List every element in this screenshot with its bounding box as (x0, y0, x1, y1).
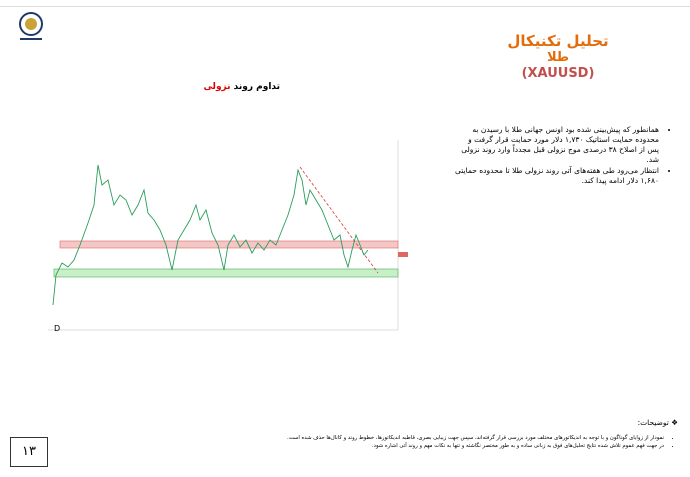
caption-highlight: نزولی (203, 82, 231, 92)
chart-caption: تداوم روند نزولی (180, 82, 280, 92)
bullets: همانطور که پیش‌بینی شده بود اونس جهانی ط… (455, 125, 673, 186)
notes-title: ❖ توضیحات: (637, 418, 678, 427)
price-tag (398, 252, 408, 257)
bullet: همانطور که پیش‌بینی شده بود اونس جهانی ط… (455, 125, 659, 166)
price-line (52, 164, 369, 306)
page-number: ۱۳ (10, 437, 48, 467)
symbol: (XAUUSD) (521, 66, 595, 81)
chart-bg (48, 135, 408, 340)
resistance-zone (59, 240, 399, 249)
logo (19, 12, 43, 40)
notes: نمودار از زوایای گوناگون و با توجه به ان… (230, 435, 678, 451)
trend-line (299, 166, 379, 274)
timeframe: D (54, 324, 60, 333)
bullet: انتظار می‌رود طی هفته‌های آتی روند نزولی… (455, 166, 659, 186)
support-zone (53, 268, 399, 278)
title: تحلیل تکنیکال (507, 32, 609, 50)
caption-text: تداوم روند (233, 82, 280, 92)
subtitle: طلا (546, 50, 570, 65)
note: در جهت فهم عموم تلاش شده نتایج تحلیل‌های… (230, 443, 664, 451)
notes-title-text: توضیحات: (637, 418, 669, 427)
top-rule (0, 6, 690, 7)
note: نمودار از زوایای گوناگون و با توجه به ان… (230, 435, 664, 443)
price-chart: D (48, 135, 408, 340)
